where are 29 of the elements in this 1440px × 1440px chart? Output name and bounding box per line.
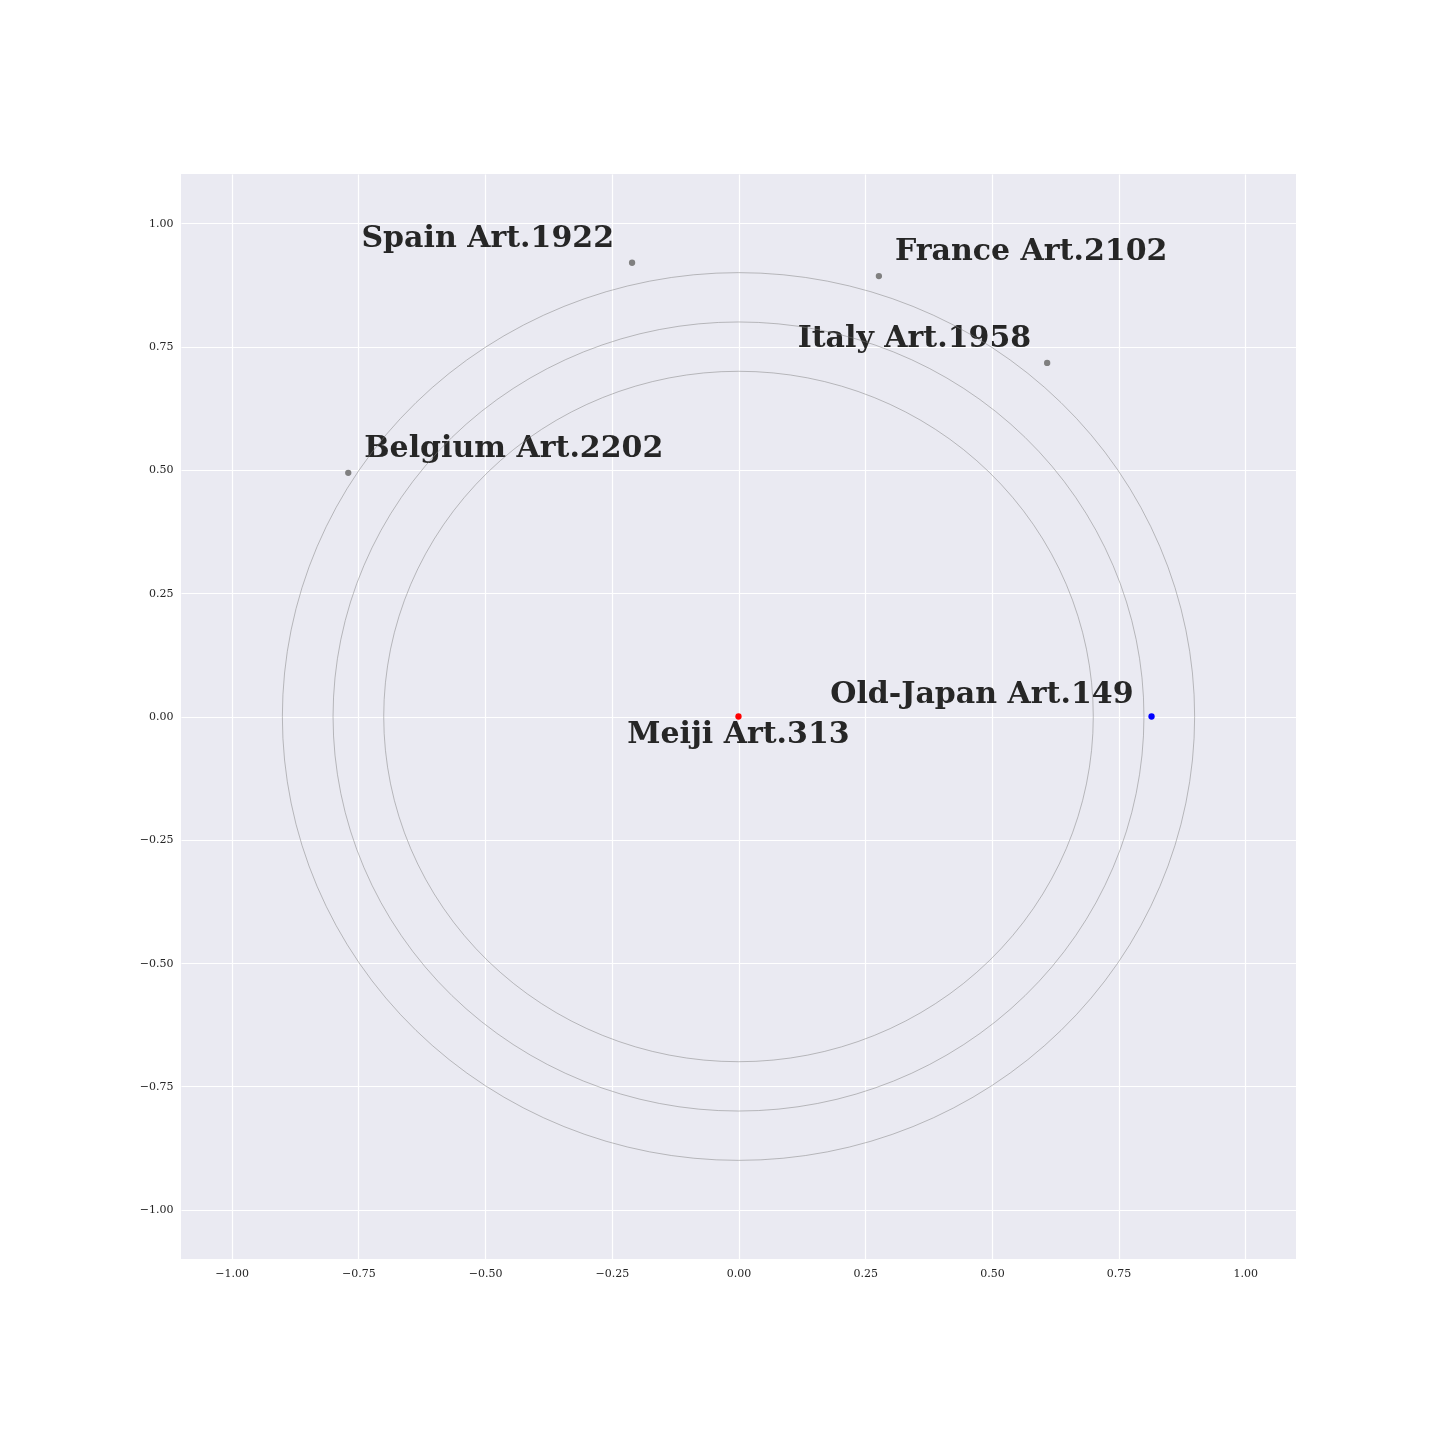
- y-tick-label: 0.00: [149, 710, 174, 723]
- y-tick-label: −0.50: [139, 956, 174, 970]
- annotation: Italy Art.1958: [797, 318, 1032, 354]
- y-tick-label: −1.00: [139, 1203, 174, 1217]
- y-tick-label: −0.25: [139, 833, 174, 847]
- point: [1148, 713, 1155, 720]
- point: [345, 469, 352, 477]
- y-tick-label: 0.75: [149, 340, 174, 354]
- y-tick-label: −0.75: [139, 1079, 174, 1093]
- y-tick-label: 0.25: [149, 586, 174, 600]
- x-tick-label: 0.00: [726, 1266, 752, 1280]
- point: [628, 259, 636, 266]
- x-tick-label: −1.00: [215, 1266, 250, 1280]
- point: [1043, 359, 1051, 367]
- x-tick-label: −0.25: [595, 1266, 630, 1280]
- annotation: Old-Japan Art.149: [830, 674, 1134, 710]
- y-tick-label: 1.00: [149, 216, 174, 230]
- x-tick-label: −0.50: [468, 1266, 503, 1280]
- annotation: Meiji Art.313: [627, 714, 850, 750]
- annotation: Spain Art.1922: [361, 218, 615, 254]
- annotation: Belgium Art.2202: [364, 428, 664, 464]
- y-tick-label: 0.50: [149, 463, 174, 477]
- x-tick-label: 0.50: [980, 1266, 1005, 1280]
- annotation: France Art.2102: [894, 232, 1168, 268]
- point: [875, 272, 883, 280]
- x-tick-label: 0.75: [1106, 1266, 1132, 1280]
- x-tick-label: 1.00: [1233, 1266, 1259, 1280]
- x-tick-label: 0.25: [853, 1266, 878, 1280]
- x-tick-label: −0.75: [342, 1266, 376, 1280]
